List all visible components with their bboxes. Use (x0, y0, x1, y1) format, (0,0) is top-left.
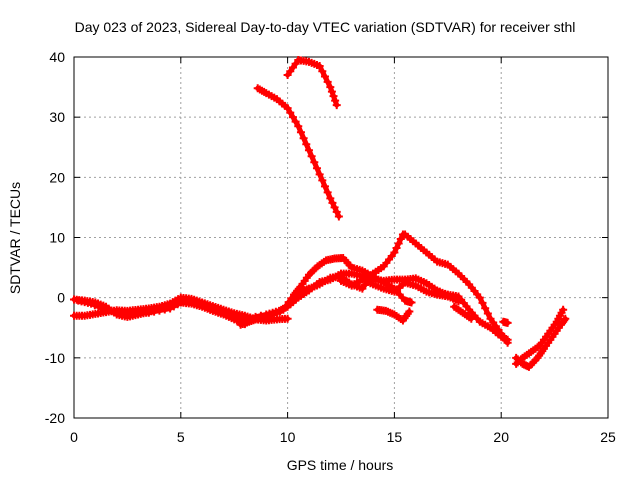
y-tick-label: 30 (49, 109, 65, 125)
data-point (394, 239, 403, 248)
data-point (559, 305, 568, 314)
series-arc-12 (283, 56, 341, 110)
data-point (481, 304, 490, 313)
y-axis-label: SDTVAR / TECUs (7, 182, 23, 294)
data-point (327, 87, 336, 96)
data-point (334, 212, 343, 221)
data-point (503, 318, 512, 327)
x-tick-label: 15 (387, 429, 403, 445)
data-point (87, 299, 96, 308)
y-tick-label: -20 (45, 410, 65, 426)
data-point (198, 299, 207, 308)
data-point (483, 309, 492, 318)
data-point (294, 122, 303, 131)
data-point (561, 314, 570, 323)
axes (73, 56, 609, 419)
data-point (323, 188, 332, 197)
data-point (326, 83, 335, 92)
series-arc-9 (433, 287, 512, 344)
chart-title: Day 023 of 2023, Sidereal Day-to-day VTE… (75, 19, 576, 35)
data-point (390, 248, 399, 257)
x-tick-label: 10 (280, 429, 296, 445)
data-point (405, 307, 414, 316)
data-point (230, 311, 239, 320)
series-arc-10 (450, 302, 476, 323)
data-point (224, 309, 233, 318)
data-point (312, 164, 321, 173)
data-point (318, 67, 327, 76)
data-point (235, 313, 244, 322)
data-point (296, 128, 305, 137)
data-point (288, 113, 297, 122)
series-arc-11 (253, 84, 343, 221)
data-point (283, 314, 292, 323)
data-point (203, 301, 212, 310)
data-point (326, 194, 335, 203)
data-point (503, 335, 512, 344)
data-point (315, 170, 324, 179)
data-point (219, 308, 228, 317)
y-tick-label: 0 (57, 290, 65, 306)
data-point (323, 77, 332, 86)
series-arc-13 (499, 317, 512, 327)
data-point (283, 104, 292, 113)
data-point (291, 117, 300, 126)
data-point (90, 301, 99, 310)
data-point (318, 176, 327, 185)
data-point (478, 298, 487, 307)
data-point (302, 140, 311, 149)
data-point (315, 62, 324, 71)
x-tick-label: 5 (177, 429, 185, 445)
series-arc-15 (512, 305, 568, 368)
data-point (331, 96, 340, 105)
data-point (98, 304, 107, 313)
data-point (214, 305, 223, 314)
series-line (255, 85, 342, 219)
x-tick-label: 20 (493, 429, 509, 445)
data-point (332, 101, 341, 110)
y-tick-label: -10 (45, 350, 65, 366)
x-axis-label: GPS time / hours (287, 457, 394, 473)
data-point (320, 72, 329, 81)
data-point (560, 316, 569, 325)
tick-labels: 0 5 10 15 20 25 -20 -10 0 10 20 30 40 (45, 49, 616, 445)
data-point (328, 198, 337, 207)
data-point (150, 307, 159, 316)
series-arc-4 (236, 253, 416, 329)
data-point (160, 305, 169, 314)
data-marks (70, 56, 570, 371)
data-point (329, 92, 338, 101)
data-point (475, 293, 484, 302)
data-point (332, 207, 341, 216)
data-point (467, 314, 476, 323)
x-tick-label: 25 (600, 429, 616, 445)
data-point (392, 244, 401, 253)
data-point (330, 203, 339, 212)
series-arc-7 (373, 305, 414, 325)
data-point (396, 235, 405, 244)
data-point (310, 158, 319, 167)
data-point (299, 134, 308, 143)
y-tick-label: 20 (49, 169, 65, 185)
y-tick-label: 10 (49, 230, 65, 246)
data-point (407, 298, 416, 307)
y-tick-label: 40 (49, 49, 65, 65)
data-point (144, 308, 153, 317)
data-point (320, 182, 329, 191)
data-point (307, 152, 316, 161)
data-point (208, 303, 217, 312)
data-point (304, 146, 313, 155)
x-tick-label: 0 (70, 429, 78, 445)
data-point (286, 108, 295, 117)
data-point (155, 306, 164, 315)
data-point (94, 302, 103, 311)
